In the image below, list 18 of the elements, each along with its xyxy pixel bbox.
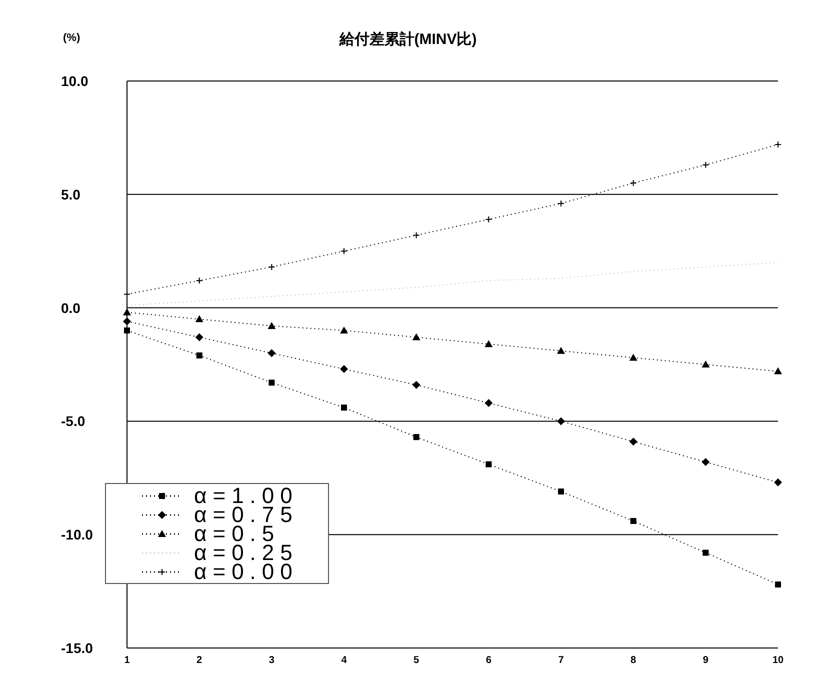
x-tick-label: 8 [630, 655, 637, 666]
y-axis-title: (%) [63, 32, 80, 44]
y-tick-label: 5.0 [61, 186, 81, 202]
y-tick-label: 10.0 [61, 72, 88, 89]
x-tick-label: 3 [268, 655, 275, 666]
x-tick-label: 2 [196, 655, 203, 666]
x-tick-label: 6 [486, 655, 492, 666]
y-tick-label: 0.0 [61, 300, 81, 316]
x-tick-label: 4 [341, 655, 348, 666]
chart-title: 給付差累計(MINV比) [339, 31, 477, 48]
y-tick-label: -15.0 [61, 640, 94, 656]
x-tick-label: 1 [124, 655, 130, 666]
x-tick-label: 10 [772, 655, 784, 666]
x-tick-label: 5 [414, 655, 420, 666]
x-tick-label: 9 [702, 655, 709, 666]
y-tick-label: -5.0 [61, 413, 86, 430]
y-tick-label: -10.0 [61, 526, 94, 543]
x-tick-label: 7 [558, 655, 564, 666]
